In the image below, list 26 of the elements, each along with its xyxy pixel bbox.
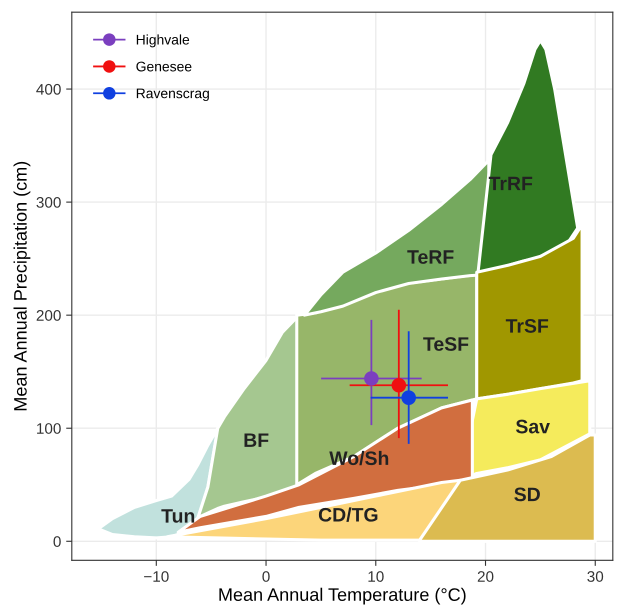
- point: [392, 378, 406, 393]
- point: [401, 390, 416, 405]
- x-tick-label: 0: [262, 571, 270, 582]
- legend-label: Genesee: [136, 62, 192, 72]
- x-tick-label: 20: [478, 571, 494, 582]
- legend-label: Highvale: [136, 34, 190, 48]
- annotation: Tun: [161, 509, 194, 523]
- annotation: CD/TG: [318, 507, 378, 522]
- annotation: TrSF: [506, 319, 548, 333]
- annotation: TeSF: [423, 337, 468, 351]
- annotation: BF: [244, 433, 268, 447]
- y-tick-label: 400: [36, 84, 61, 95]
- x-axis-title: Mean Annual Temperature (°C): [219, 588, 466, 605]
- point: [364, 371, 379, 386]
- annotation: Sav: [516, 420, 550, 434]
- y-tick-label: 100: [37, 423, 61, 434]
- x-tick-label: 30: [587, 571, 604, 582]
- legend-label: Ravenscrag: [136, 88, 209, 102]
- y-tick-label: 300: [36, 196, 61, 208]
- y-tick-label: 200: [36, 310, 61, 321]
- y-axis-title: Mean Annual Precipitation (cm): [14, 162, 30, 410]
- annotation: SD: [514, 488, 540, 502]
- x-tick-label: 10: [368, 571, 384, 582]
- x-tick-label: −10: [144, 571, 169, 582]
- y-tick-label: 0: [53, 536, 61, 547]
- annotation: TeRF: [407, 250, 454, 264]
